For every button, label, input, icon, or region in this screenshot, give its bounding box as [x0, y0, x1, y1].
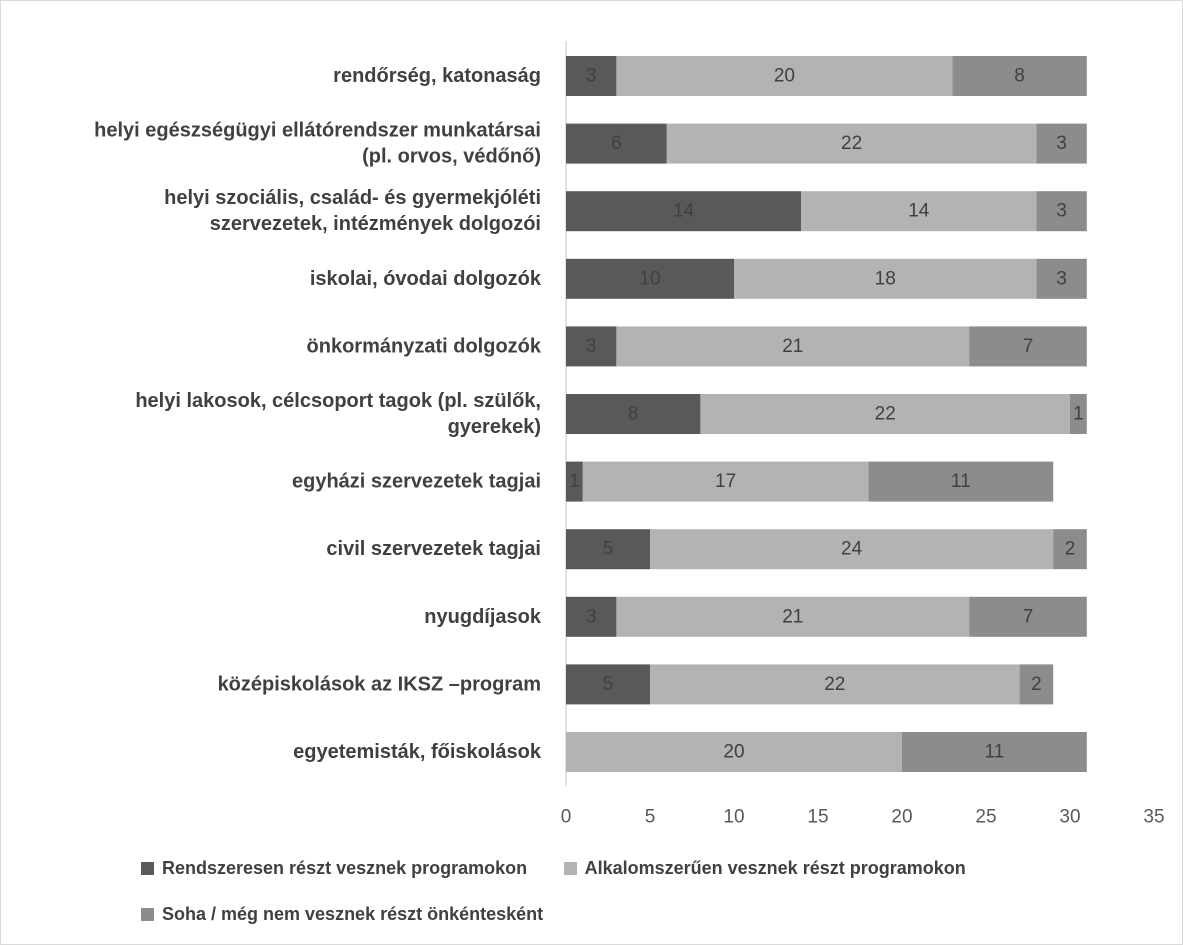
- bar-segment: [902, 732, 1087, 772]
- data-label: 22: [824, 674, 845, 695]
- data-label: 14: [673, 201, 695, 222]
- bar-segment: [566, 732, 902, 772]
- bar-segment: [700, 394, 1070, 434]
- bar-segment: [566, 461, 583, 502]
- bar-segment: [1070, 394, 1087, 434]
- data-label: 11: [951, 471, 971, 492]
- bar-segment: [801, 191, 1037, 232]
- data-label: 20: [723, 742, 744, 763]
- legend-row-1: Rendszeresen részt vesznek programokon A…: [141, 858, 998, 884]
- bar-segment: [566, 123, 667, 164]
- x-tick-label: 10: [723, 807, 744, 828]
- data-label: 20: [774, 66, 795, 87]
- bar-segment: [952, 56, 1087, 96]
- legend-label-regular: Rendszeresen részt vesznek programokon: [162, 858, 528, 878]
- bar-segment: [1053, 529, 1087, 570]
- category-label-line: szervezetek, intézmények dolgozói: [210, 213, 541, 235]
- category-label: középiskolások az IKSZ –program: [218, 673, 541, 695]
- legend-item-never: Soha / még nem vesznek részt önkénteskén…: [141, 904, 543, 925]
- bar-segment: [666, 123, 1037, 164]
- data-label: 14: [908, 201, 930, 222]
- x-tick-label: 25: [975, 807, 996, 828]
- bar-segment: [566, 596, 617, 637]
- legend-swatch-regular: [141, 862, 154, 875]
- bar-segment: [566, 326, 617, 367]
- bar-segment: [582, 461, 869, 502]
- x-tick-label: 30: [1059, 807, 1080, 828]
- bar-segment: [566, 191, 802, 232]
- x-tick-label: 0: [561, 807, 572, 828]
- category-label-line: gyerekek): [448, 416, 541, 438]
- bar-segment: [1036, 123, 1087, 164]
- category-label: egyházi szervezetek tagjai: [292, 471, 541, 493]
- data-label: 1: [569, 471, 580, 492]
- data-label: 5: [603, 674, 614, 695]
- data-label: 22: [841, 133, 862, 154]
- bar-segment: [616, 56, 953, 96]
- data-label: 3: [1056, 268, 1067, 289]
- bar-segment: [566, 56, 617, 96]
- data-label: 22: [875, 404, 896, 425]
- category-label: nyugdíjasok: [424, 606, 542, 628]
- category-label: egyetemisták, főiskolások: [293, 741, 542, 763]
- category-label-line: helyi egészségügyi ellátórendszer munkat…: [94, 120, 541, 142]
- data-label: 7: [1023, 336, 1034, 357]
- legend-item-occasional: Alkalomszerűen vesznek részt programokon: [563, 858, 966, 879]
- legend-label-never: Soha / még nem vesznek részt önkénteskén…: [162, 904, 544, 924]
- legend-label-occasional: Alkalomszerűen vesznek részt programokon: [584, 858, 966, 878]
- x-tick-label: 15: [807, 807, 828, 828]
- data-label: 2: [1031, 674, 1042, 695]
- bar-segment: [566, 258, 734, 299]
- data-label: 17: [715, 471, 736, 492]
- x-tick-label: 35: [1143, 807, 1164, 828]
- data-label: 10: [639, 268, 660, 289]
- data-label: 21: [782, 606, 803, 627]
- category-label-line: helyi lakosok, célcsoport tagok (pl. szü…: [135, 390, 541, 412]
- category-label: rendőrség, katonaság: [333, 65, 541, 87]
- bar-segment: [969, 596, 1087, 637]
- legend-swatch-occasional: [563, 862, 577, 875]
- category-label-line: (pl. orvos, védőnő): [362, 146, 541, 168]
- legend-item-regular: Rendszeresen részt vesznek programokon: [141, 858, 527, 879]
- data-label: 3: [1056, 133, 1067, 154]
- x-tick-label: 5: [645, 807, 656, 828]
- bar-segment: [650, 664, 1020, 705]
- category-label: civil szervezetek tagjai: [326, 538, 541, 560]
- bar-segment: [616, 326, 970, 367]
- data-label: 24: [841, 539, 863, 560]
- bar-segment: [1036, 191, 1087, 232]
- data-label: 3: [586, 66, 597, 87]
- data-label: 6: [611, 133, 622, 154]
- data-label: 3: [1056, 201, 1067, 222]
- x-tick-label: 20: [891, 807, 912, 828]
- category-label: iskolai, óvodai dolgozók: [310, 268, 542, 290]
- bar-segment: [616, 596, 970, 637]
- bar-segment: [969, 326, 1087, 367]
- category-label-line: helyi szociális, család- és gyermekjólét…: [164, 187, 541, 209]
- data-label: 7: [1023, 606, 1034, 627]
- data-label: 11: [985, 742, 1005, 763]
- bar-segment: [1036, 258, 1087, 299]
- bar-segment: [650, 529, 1054, 570]
- data-label: 3: [586, 606, 597, 627]
- data-label: 5: [603, 539, 614, 560]
- legend-swatch-never: [141, 908, 154, 921]
- bar-segment: [566, 394, 701, 434]
- data-label: 18: [875, 268, 896, 289]
- bar-segment: [734, 258, 1037, 299]
- legend-row-2: Soha / még nem vesznek részt önkénteskén…: [141, 904, 575, 930]
- data-label: 3: [586, 336, 597, 357]
- bar-segment: [1019, 664, 1054, 705]
- category-label: önkormányzati dolgozók: [307, 335, 542, 357]
- bar-segment: [868, 461, 1054, 502]
- bar-segment: [566, 664, 650, 705]
- data-label: 8: [1014, 66, 1025, 87]
- data-label: 8: [628, 404, 639, 425]
- bar-segment: [566, 529, 650, 570]
- data-label: 21: [782, 336, 803, 357]
- data-label: 1: [1073, 404, 1084, 425]
- data-label: 2: [1065, 539, 1076, 560]
